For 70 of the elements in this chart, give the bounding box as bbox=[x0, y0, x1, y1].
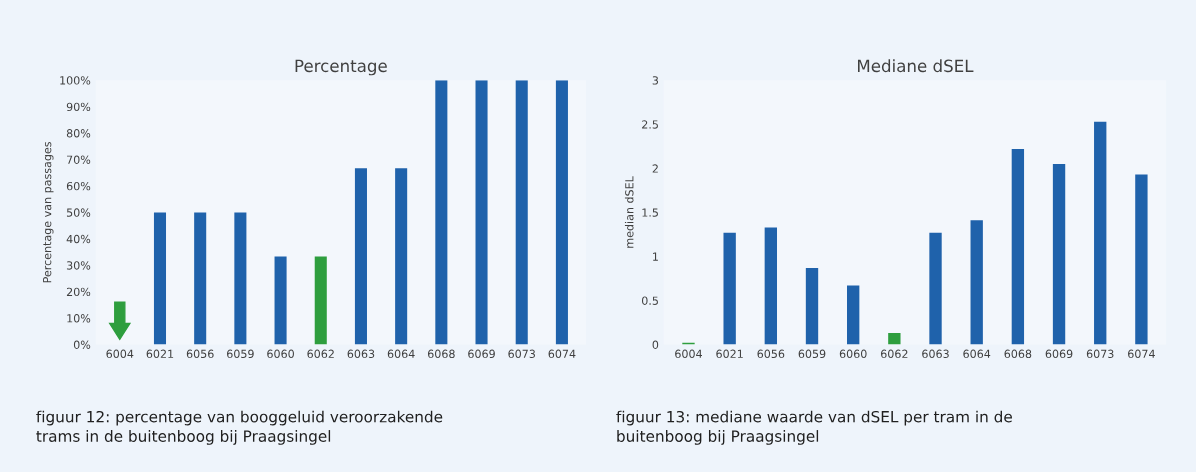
x-tick-label: 6056 bbox=[757, 349, 785, 359]
bar bbox=[1094, 121, 1107, 345]
text: figuur 13: mediane waarde van dSEL per tram in de buitenboog bij Praagsingel bbox=[616, 410, 1012, 445]
bar bbox=[274, 256, 287, 345]
text: figuur 12: percentage van booggeluid veroorzakende trams in de buitenboog bij Praagsingel bbox=[36, 410, 443, 445]
x-tick-label: 6062 bbox=[307, 349, 334, 359]
y-tick-label: 2.5 bbox=[642, 120, 658, 129]
bar bbox=[194, 212, 207, 345]
x-tick-label: 6060 bbox=[267, 349, 294, 359]
bar bbox=[435, 80, 448, 345]
x-tick-label: 6064 bbox=[963, 349, 991, 359]
y-tick-label: 100% bbox=[60, 76, 91, 85]
x-tick-label: 6063 bbox=[922, 349, 949, 359]
bar bbox=[1011, 148, 1025, 345]
x-tick-label: 6004 bbox=[106, 349, 134, 359]
y-tick-label: 0% bbox=[73, 340, 91, 349]
x-tick-label: 6073 bbox=[1086, 349, 1114, 359]
y-tick-label: 20% bbox=[66, 287, 91, 297]
y-tick-label: 1 bbox=[653, 252, 658, 261]
chart-title: Percentage bbox=[295, 59, 387, 76]
x-tick-label: 6068 bbox=[1004, 349, 1032, 359]
bar bbox=[723, 232, 736, 345]
bar bbox=[888, 333, 901, 345]
y-tick-label: 70% bbox=[67, 155, 91, 164]
x-tick-label: 6063 bbox=[347, 349, 375, 359]
y-tick-label: 30% bbox=[66, 261, 91, 270]
x-tick-label: 6074 bbox=[548, 349, 576, 359]
bar bbox=[475, 80, 488, 345]
x-tick-label: 6056 bbox=[186, 349, 214, 359]
y-tick-label: 90% bbox=[66, 102, 91, 112]
x-tick-label: 6069 bbox=[468, 349, 495, 359]
bar bbox=[847, 285, 860, 345]
chart-title: Mediane dSEL bbox=[858, 59, 974, 73]
y-tick-label: 10% bbox=[67, 314, 91, 323]
bar bbox=[929, 232, 942, 345]
bar bbox=[354, 168, 367, 345]
y-tick-label: 3 bbox=[652, 76, 659, 85]
x-tick-label: 6021 bbox=[146, 349, 174, 359]
bar bbox=[805, 267, 819, 345]
x-tick-label: 6059 bbox=[798, 349, 826, 359]
bar bbox=[234, 212, 247, 345]
x-tick-label: 6060 bbox=[839, 349, 867, 359]
y-tick-label: 1.5 bbox=[642, 208, 658, 217]
y-tick-label: 50% bbox=[66, 208, 91, 217]
bar bbox=[153, 212, 167, 345]
x-tick-label: 6021 bbox=[716, 349, 743, 359]
bar bbox=[515, 80, 528, 345]
x-tick-label: 6069 bbox=[1045, 349, 1073, 359]
y-axis-title: median dSEL bbox=[624, 176, 634, 248]
y-tick-label: 80% bbox=[66, 129, 91, 138]
y-tick-label: 2 bbox=[652, 164, 658, 173]
y-tick-label: 0 bbox=[652, 340, 659, 349]
x-tick-label: 6064 bbox=[387, 349, 415, 359]
bar bbox=[395, 168, 408, 345]
y-axis-title: Percentage van passages bbox=[43, 141, 54, 283]
x-tick-label: 6059 bbox=[227, 349, 254, 359]
bar bbox=[555, 80, 568, 345]
x-tick-label: 6074 bbox=[1128, 349, 1155, 359]
y-tick-label: 0.5 bbox=[641, 296, 658, 305]
bar bbox=[314, 256, 327, 345]
bar bbox=[1052, 163, 1066, 345]
x-tick-label: 6004 bbox=[675, 349, 702, 359]
x-tick-label: 6062 bbox=[880, 349, 908, 359]
bar bbox=[970, 220, 983, 345]
x-tick-label: 6068 bbox=[427, 349, 455, 359]
y-tick-label: 60% bbox=[66, 181, 91, 191]
y-tick-label: 40% bbox=[66, 234, 91, 244]
x-tick-label: 6073 bbox=[508, 349, 535, 359]
bar bbox=[1135, 174, 1148, 345]
bar bbox=[764, 227, 778, 345]
